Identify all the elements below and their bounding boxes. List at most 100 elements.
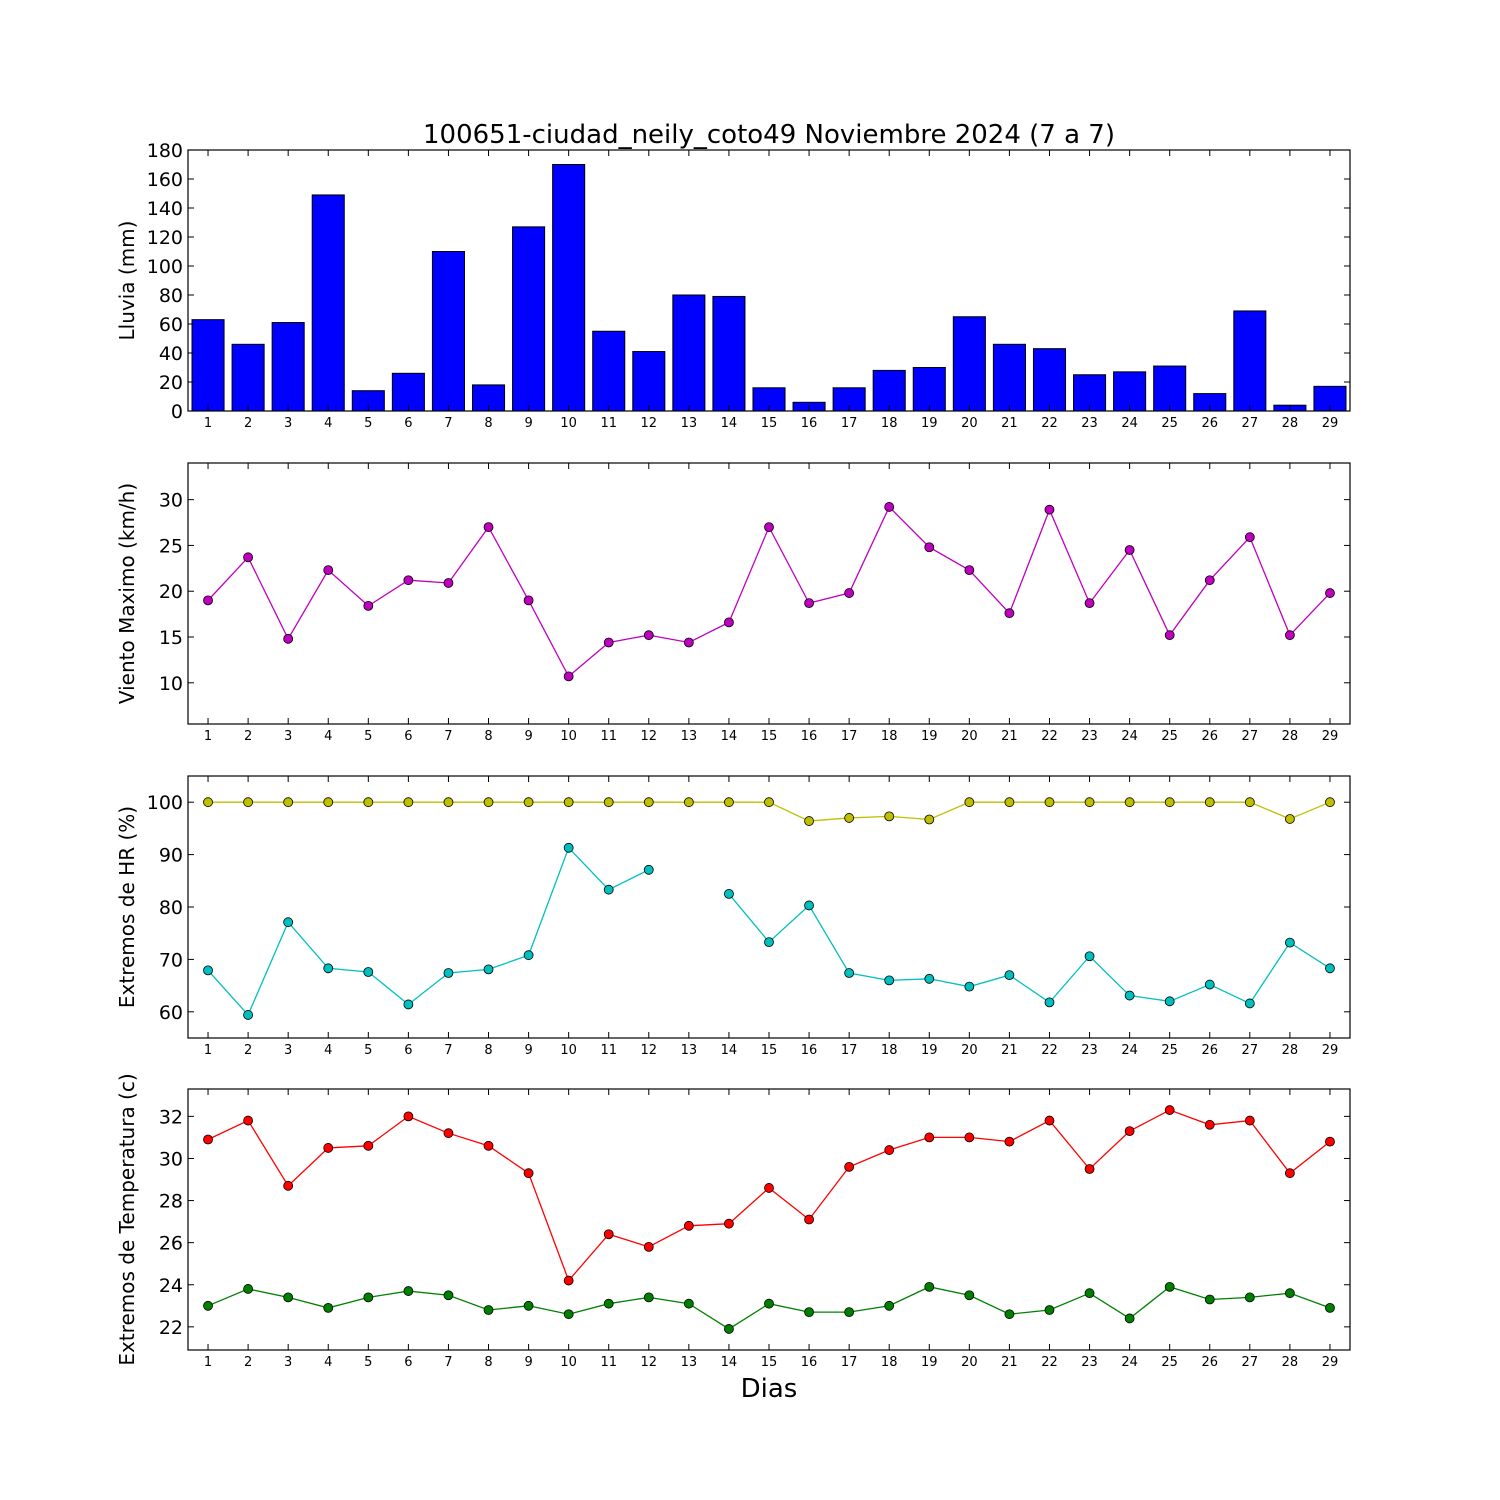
series-humidity-2 (203, 842, 1335, 1020)
rain-bar-day-25 (1153, 365, 1187, 412)
data-point-day-28 (1285, 937, 1295, 948)
data-point-day-21 (1004, 1136, 1015, 1147)
x-tick-label: 21 (1001, 1043, 1018, 1058)
x-tick-label: 1 (204, 729, 212, 744)
y-tick-label: 25 (159, 535, 183, 557)
x-tick-label: 29 (1322, 416, 1339, 431)
data-point-day-27 (1244, 998, 1255, 1009)
data-point-day-29 (1325, 797, 1335, 808)
x-tick-label: 9 (524, 416, 532, 431)
data-point-day-25 (1164, 1281, 1175, 1292)
data-point-day-19 (924, 1281, 935, 1292)
y-tick-label: 40 (159, 343, 183, 365)
data-point-day-4 (323, 1143, 334, 1153)
rain-bar-day-4 (311, 194, 345, 412)
series-humidity-1 (203, 797, 1335, 826)
data-point-day-27 (1244, 797, 1255, 808)
x-tick-label: 29 (1322, 729, 1339, 744)
data-point-day-14 (724, 617, 734, 628)
data-point-day-25 (1164, 1105, 1175, 1115)
data-point-day-1 (203, 965, 213, 976)
rain-bar-day-6 (391, 372, 425, 412)
y-axis-label: Lluvia (mm) (115, 221, 139, 341)
x-tick-label: 22 (1041, 1355, 1058, 1370)
x-tick-label: 21 (1001, 416, 1018, 431)
data-point-day-24 (1124, 990, 1135, 1001)
y-tick-label: 100 (147, 792, 183, 814)
y-tick-label: 0 (171, 401, 183, 423)
data-point-day-9 (523, 595, 534, 606)
x-tick-label: 29 (1322, 1355, 1339, 1370)
data-point-day-1 (203, 797, 213, 808)
y-axis-label: Extremos de Temperatura (c) (115, 1073, 139, 1365)
x-tick-label: 24 (1121, 729, 1138, 744)
x-tick-label: 11 (600, 1355, 617, 1370)
data-point-day-24 (1124, 797, 1135, 808)
rain-bar-day-1 (191, 319, 225, 412)
data-point-day-27 (1244, 532, 1255, 543)
data-point-day-11 (603, 884, 614, 895)
data-point-day-28 (1285, 814, 1295, 824)
data-point-day-19 (924, 1132, 935, 1143)
y-axis-label: Extremos de HR (%) (115, 806, 139, 1008)
x-tick-label: 12 (641, 1043, 658, 1058)
data-point-day-9 (523, 1300, 534, 1311)
x-tick-label: 14 (721, 729, 738, 744)
data-point-day-29 (1325, 963, 1335, 974)
data-point-day-18 (884, 1145, 895, 1155)
x-tick-label: 26 (1201, 416, 1218, 431)
series-temperature-2 (203, 1281, 1335, 1334)
data-point-day-18 (884, 1300, 895, 1311)
data-point-day-12 (643, 1292, 654, 1303)
y-tick-label: 140 (147, 198, 183, 220)
data-point-day-23 (1084, 797, 1095, 808)
data-point-day-5 (363, 1140, 374, 1151)
x-tick-label: 19 (921, 416, 938, 431)
data-point-day-6 (403, 575, 414, 586)
x-tick-label: 3 (284, 416, 292, 431)
x-tick-label: 28 (1282, 416, 1299, 431)
x-tick-label: 3 (284, 1355, 292, 1370)
x-tick-label: 5 (364, 729, 372, 744)
x-tick-label: 10 (560, 729, 577, 744)
x-tick-label: 26 (1201, 1355, 1218, 1370)
data-point-day-4 (323, 797, 334, 808)
data-point-day-3 (283, 1292, 294, 1303)
x-tick-label: 2 (244, 1355, 252, 1370)
rain-bar-day-27 (1233, 310, 1267, 412)
x-tick-label: 20 (961, 416, 978, 431)
y-tick-label: 80 (159, 285, 183, 307)
series-line (728, 893, 1331, 1005)
x-tick-label: 25 (1161, 1043, 1178, 1058)
x-tick-label: 11 (600, 729, 617, 744)
rain-bar-day-10 (552, 164, 586, 412)
y-tick-label: 26 (159, 1233, 183, 1255)
x-tick-label: 27 (1242, 1355, 1259, 1370)
x-tick-label: 12 (641, 1355, 658, 1370)
rain-bar-day-21 (992, 343, 1026, 412)
x-tick-label: 7 (444, 1043, 452, 1058)
x-tick-label: 19 (921, 1043, 938, 1058)
series-line (207, 505, 1331, 678)
plot-frame (187, 462, 1351, 725)
data-point-day-14 (724, 1218, 734, 1229)
data-point-day-10 (563, 1309, 574, 1320)
rain-bar-day-14 (712, 295, 746, 412)
data-point-day-23 (1084, 951, 1095, 962)
data-point-day-28 (1285, 630, 1295, 641)
data-point-day-20 (964, 1132, 975, 1143)
data-point-day-12 (643, 864, 654, 875)
data-point-day-4 (323, 963, 334, 974)
data-point-day-10 (563, 1275, 574, 1286)
data-point-day-15 (764, 1298, 774, 1309)
data-point-day-27 (1244, 1292, 1255, 1303)
data-point-day-11 (603, 1298, 614, 1309)
data-point-day-21 (1004, 970, 1015, 981)
data-point-day-7 (443, 968, 454, 978)
x-tick-label: 15 (761, 1355, 778, 1370)
data-point-day-1 (203, 1134, 213, 1145)
y-tick-label: 30 (159, 490, 183, 512)
data-point-day-14 (724, 889, 734, 899)
